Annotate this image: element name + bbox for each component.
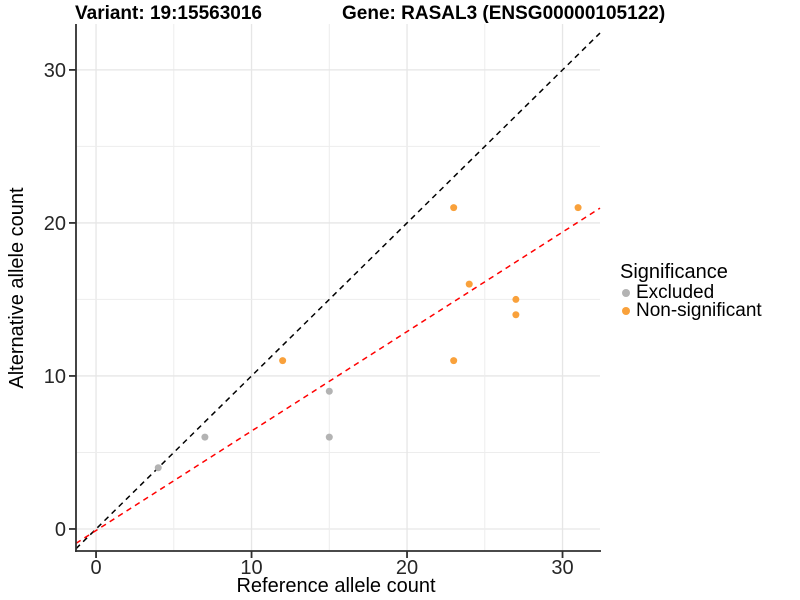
data-point-non-significant	[574, 204, 582, 212]
legend-item-excluded: Excluded	[620, 282, 762, 303]
y-axis-title: Alternative allele count	[6, 187, 28, 389]
legend-item-non-significant: Non-significant	[620, 300, 762, 321]
identity-line	[75, 32, 601, 550]
y-tick-label: 20	[44, 213, 66, 235]
data-point-excluded	[325, 387, 333, 395]
regression-line	[75, 207, 601, 544]
data-point-non-significant	[465, 280, 473, 288]
x-tick-label: 10	[240, 557, 262, 579]
data-point-non-significant	[279, 357, 287, 365]
data-point-non-significant	[512, 311, 520, 319]
x-tick-label: 20	[396, 557, 418, 579]
x-axis-title: Reference allele count	[236, 575, 436, 597]
data-point-non-significant	[450, 357, 458, 365]
legend-label: Non-significant	[636, 300, 762, 321]
y-tick-label: 0	[55, 519, 66, 541]
data-point-non-significant	[512, 295, 520, 303]
legend-dot-excluded-icon	[622, 289, 630, 297]
legend-label: Excluded	[636, 282, 715, 303]
data-point-excluded	[325, 433, 333, 441]
data-point-excluded	[154, 464, 162, 472]
legend: Significance Excluded Non-significant	[620, 261, 762, 321]
variant-title: Variant: 19:15563016	[75, 3, 262, 24]
legend-items: Excluded Non-significant	[620, 282, 762, 321]
y-tick-label: 30	[44, 60, 66, 82]
x-tick-label: 0	[90, 557, 101, 579]
y-tick-label: 10	[44, 366, 66, 388]
data-point-excluded	[201, 433, 209, 441]
gene-title: Gene: RASAL3 (ENSG00000105122)	[342, 3, 666, 24]
legend-dot-non-significant-icon	[622, 307, 630, 315]
legend-title: Significance	[620, 261, 728, 283]
data-point-non-significant	[450, 204, 458, 212]
x-tick-label: 30	[551, 557, 573, 579]
